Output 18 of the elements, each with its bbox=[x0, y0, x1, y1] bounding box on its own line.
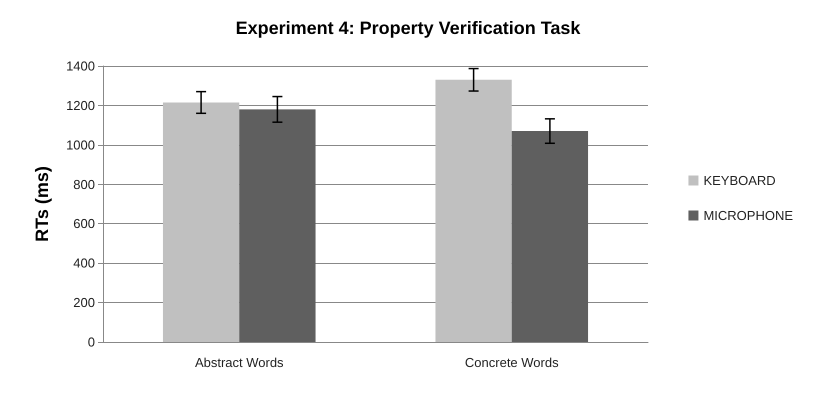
y-tick-label: 0 bbox=[88, 334, 95, 350]
bar bbox=[435, 80, 512, 342]
y-tick-label: 800 bbox=[73, 176, 95, 192]
x-tick-label: Concrete Words bbox=[464, 355, 560, 370]
bar bbox=[162, 102, 240, 342]
y-tick-label: 1400 bbox=[66, 58, 95, 74]
y-tick-label: 200 bbox=[73, 295, 95, 310]
bar bbox=[239, 109, 316, 342]
legend-label: MICROPHONE bbox=[703, 208, 794, 223]
chart-title: Experiment 4: Property Verification Task bbox=[236, 18, 582, 38]
y-axis-title: RTs (ms) bbox=[32, 166, 52, 242]
y-tick-label: 400 bbox=[73, 256, 95, 271]
bar bbox=[512, 131, 588, 342]
y-tick-label: 1200 bbox=[66, 98, 95, 113]
y-tick-label: 1000 bbox=[66, 137, 95, 152]
x-tick-label: Abstract Words bbox=[194, 355, 284, 370]
y-tick-label: 600 bbox=[73, 216, 95, 232]
legend-label: KEYBOARD bbox=[703, 173, 776, 188]
